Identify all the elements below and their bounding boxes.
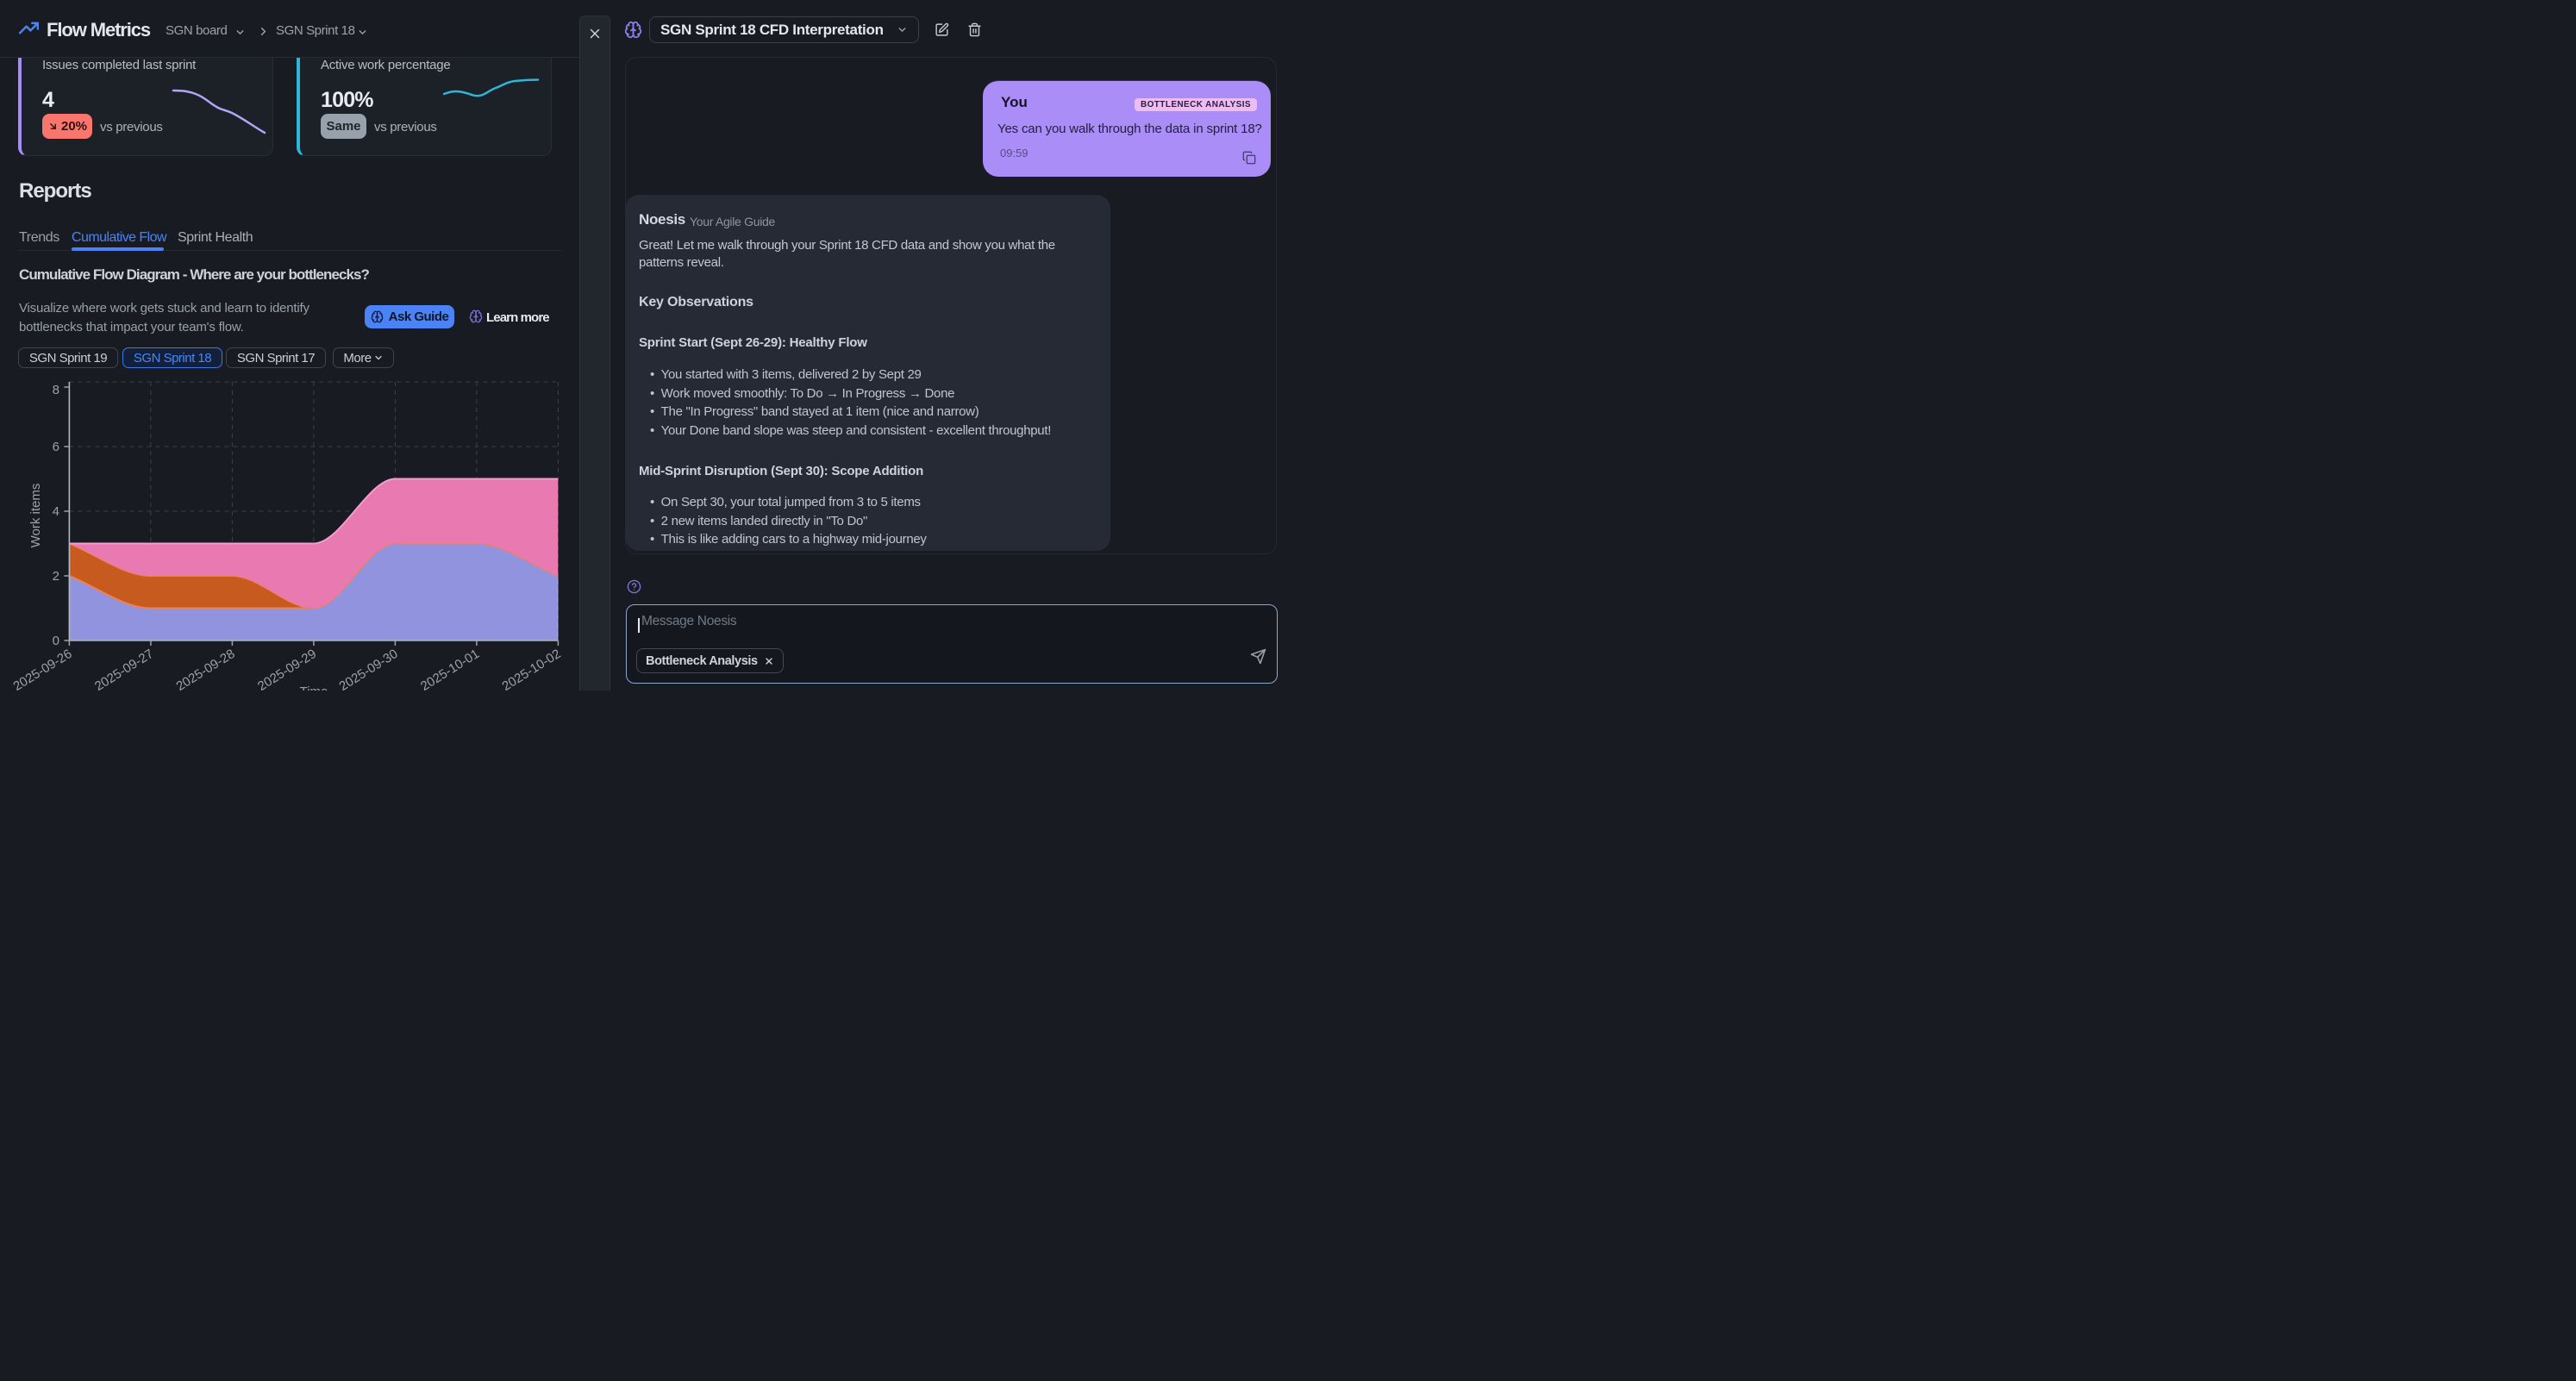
svg-text:2025-09-30: 2025-09-30 — [336, 647, 400, 690]
svg-text:Time: Time — [300, 684, 328, 690]
svg-text:0: 0 — [53, 634, 59, 648]
svg-text:2025-10-02: 2025-10-02 — [499, 647, 563, 690]
svg-text:2025-10-01: 2025-10-01 — [418, 647, 482, 690]
svg-text:Work items: Work items — [28, 484, 43, 548]
svg-text:8: 8 — [53, 383, 59, 397]
svg-text:4: 4 — [53, 504, 59, 519]
svg-text:6: 6 — [53, 440, 59, 454]
svg-text:2025-09-28: 2025-09-28 — [173, 647, 237, 690]
svg-text:2025-09-26: 2025-09-26 — [10, 647, 74, 690]
svg-text:2025-09-27: 2025-09-27 — [92, 647, 156, 690]
svg-text:2: 2 — [53, 569, 59, 584]
